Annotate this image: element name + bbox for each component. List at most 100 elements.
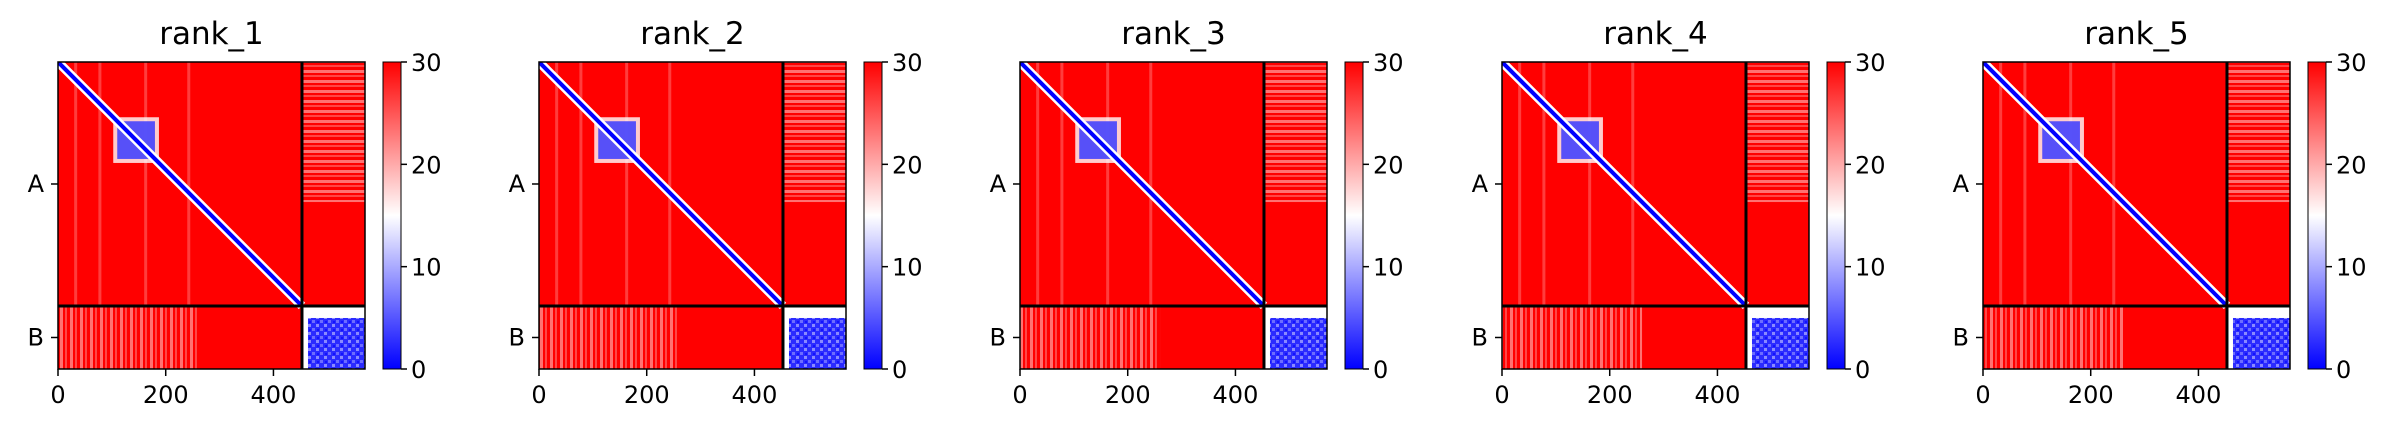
axes-frame <box>57 61 366 370</box>
colorbar <box>1826 61 1846 370</box>
chainB-block <box>1269 317 1327 369</box>
streak-0 <box>1518 62 1522 306</box>
x-tick-label: 0 <box>1012 381 1027 409</box>
panel-title: rank_5 <box>2084 16 2189 52</box>
chainB-block <box>2232 317 2290 369</box>
colorbar-tick-label: 10 <box>2336 254 2367 282</box>
colorbar-tick-label: 30 <box>411 49 442 77</box>
x-tick-label: 200 <box>1587 381 1633 409</box>
chainB-block <box>1751 317 1809 369</box>
x-tick-label: 0 <box>1494 381 1509 409</box>
colorbar-tick-label: 0 <box>411 356 426 384</box>
colorbar-tick-label: 10 <box>1373 254 1404 282</box>
interchain-band-BA <box>58 305 199 369</box>
x-tick-label: 200 <box>143 381 189 409</box>
axes-frame <box>538 61 847 370</box>
y-tick-label-chain: A <box>1472 170 1489 198</box>
streak-2 <box>2069 62 2073 306</box>
panel-4: rank_4 0 200 400 A B 0 10 20 30 <box>1472 16 1886 409</box>
heatmap <box>1983 62 2290 369</box>
streak-2 <box>144 62 148 306</box>
x-tick-label: 200 <box>624 381 670 409</box>
colorbar-tick-label: 10 <box>411 254 442 282</box>
panel-3: rank_3 0 200 400 A B 0 10 20 30 <box>990 16 1404 409</box>
colorbar <box>382 61 402 370</box>
streak-1 <box>579 62 583 306</box>
colorbar <box>2307 61 2327 370</box>
colorbar-tick-label: 30 <box>1373 49 1404 77</box>
heatmap <box>539 62 846 369</box>
panel-2: rank_2 0 200 400 A B 0 10 20 30 <box>509 16 923 409</box>
heatmap <box>58 62 365 369</box>
x-tick-label: 0 <box>50 381 65 409</box>
x-tick-label: 400 <box>1695 381 1741 409</box>
streak-3 <box>2112 62 2116 306</box>
colorbar <box>1344 61 1364 370</box>
streak-2 <box>625 62 629 306</box>
x-tick-label: 400 <box>732 381 778 409</box>
panel-5: rank_5 0 200 400 A B 0 10 20 30 <box>1953 16 2367 409</box>
interchain-band-BA <box>539 305 680 369</box>
diagonal <box>1020 62 1266 308</box>
diagonal <box>1502 62 1748 308</box>
heatmap <box>1502 62 1809 369</box>
panel-title: rank_1 <box>159 16 264 52</box>
streak-2 <box>1106 62 1110 306</box>
y-tick-label-chain: B <box>1953 323 1969 351</box>
colorbar <box>863 61 883 370</box>
x-tick-label: 400 <box>251 381 297 409</box>
x-tick-label: 400 <box>1213 381 1259 409</box>
streak-3 <box>668 62 672 306</box>
streak-0 <box>1036 62 1040 306</box>
streak-1 <box>1542 62 1546 306</box>
streak-2 <box>1588 62 1592 306</box>
streak-3 <box>1631 62 1635 306</box>
y-tick-label-chain: A <box>1953 170 1970 198</box>
x-tick-label: 0 <box>531 381 546 409</box>
x-tick-label: 0 <box>1975 381 1990 409</box>
streak-1 <box>98 62 102 306</box>
y-tick-label-chain: B <box>509 323 525 351</box>
streak-1 <box>2023 62 2027 306</box>
y-tick-label-chain: A <box>990 170 1007 198</box>
diagonal <box>539 62 785 308</box>
y-tick-label-chain: A <box>28 170 45 198</box>
interchain-band-AB <box>2226 62 2290 203</box>
streak-0 <box>555 62 559 306</box>
x-tick-label: 200 <box>2068 381 2114 409</box>
streak-3 <box>187 62 191 306</box>
interchain-band-AB <box>1745 62 1809 203</box>
chainB-block <box>788 317 846 369</box>
y-tick-label-chain: B <box>990 323 1006 351</box>
colorbar-tick-label: 10 <box>1855 254 1886 282</box>
colorbar-tick-label: 30 <box>892 49 923 77</box>
colorbar-tick-label: 0 <box>2336 356 2351 384</box>
colorbar-tick-label: 20 <box>2336 151 2367 179</box>
interchain-band-AB <box>301 62 365 203</box>
colorbar-tick-label: 30 <box>2336 49 2367 77</box>
colorbar-tick-label: 20 <box>1373 151 1404 179</box>
x-tick-label: 400 <box>2176 381 2222 409</box>
x-tick-label: 200 <box>1105 381 1151 409</box>
diagonal <box>1983 62 2229 308</box>
chainB-block <box>307 317 365 369</box>
colorbar-tick-label: 0 <box>892 356 907 384</box>
colorbar-tick-label: 30 <box>1855 49 1886 77</box>
y-tick-label-chain: A <box>509 170 526 198</box>
diagonal <box>58 62 304 308</box>
interchain-band-AB <box>782 62 846 203</box>
streak-0 <box>1999 62 2003 306</box>
colorbar-tick-label: 0 <box>1373 356 1388 384</box>
panel-1: rank_1 0 200 400 A B 0 10 20 30 <box>28 16 442 409</box>
interchain-band-BA <box>1020 305 1161 369</box>
colorbar-tick-label: 20 <box>892 151 923 179</box>
panel-title: rank_3 <box>1121 16 1226 52</box>
y-tick-label-chain: B <box>1472 323 1488 351</box>
axes-frame <box>1501 61 1810 370</box>
heatmap <box>1020 62 1327 369</box>
colorbar-tick-label: 10 <box>892 254 923 282</box>
colorbar-tick-label: 0 <box>1855 356 1870 384</box>
panel-title: rank_2 <box>640 16 745 52</box>
streak-0 <box>74 62 78 306</box>
